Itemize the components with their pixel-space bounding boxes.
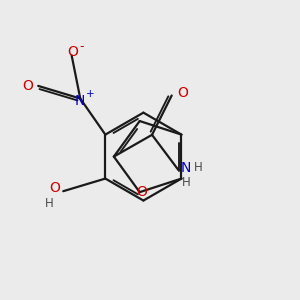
- Text: N: N: [181, 161, 191, 175]
- Text: O: O: [136, 185, 147, 199]
- Text: H: H: [194, 161, 203, 174]
- Text: N: N: [74, 94, 85, 108]
- Text: O: O: [67, 45, 78, 59]
- Text: H: H: [182, 176, 190, 189]
- Text: H: H: [45, 197, 54, 210]
- Text: O: O: [177, 86, 188, 100]
- Text: O: O: [49, 181, 60, 195]
- Text: O: O: [22, 79, 33, 93]
- Text: +: +: [85, 89, 94, 99]
- Text: -: -: [79, 40, 84, 53]
